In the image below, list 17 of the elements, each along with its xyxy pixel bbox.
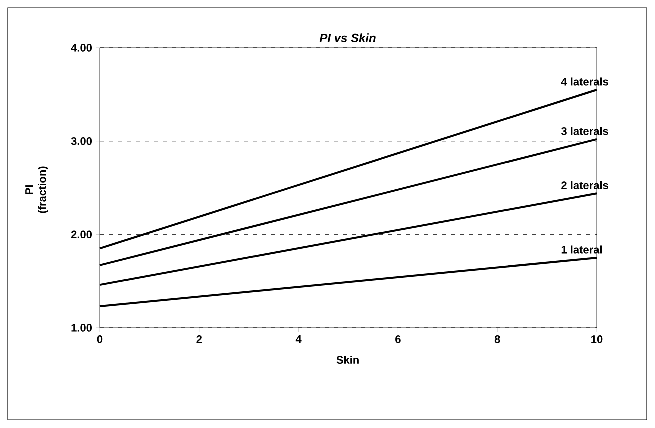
y-tick-label: 2.00 [71, 230, 92, 239]
x-tick-label: 8 [494, 336, 500, 344]
x-tick-label: 10 [592, 336, 603, 344]
y-axis-title: PI (fraction) [26, 166, 48, 214]
y-tick-label: 1.00 [72, 324, 92, 332]
series-label: 4 laterals [561, 78, 608, 86]
y-tick-label: 3.00 [71, 137, 92, 146]
series-label: 2 laterals [562, 181, 608, 190]
x-tick-label: 2 [196, 336, 202, 344]
x-axis-title: Skin [336, 356, 359, 364]
chart-title: PI vs Skin [320, 34, 376, 42]
x-tick-label: 0 [97, 336, 103, 344]
series-label: 1 lateral [562, 246, 602, 254]
series-label: 3 laterals [561, 127, 608, 136]
x-tick-label: 4 [296, 336, 302, 344]
y-tick-label: 4.00 [71, 44, 92, 52]
x-tick-label: 6 [396, 336, 401, 344]
